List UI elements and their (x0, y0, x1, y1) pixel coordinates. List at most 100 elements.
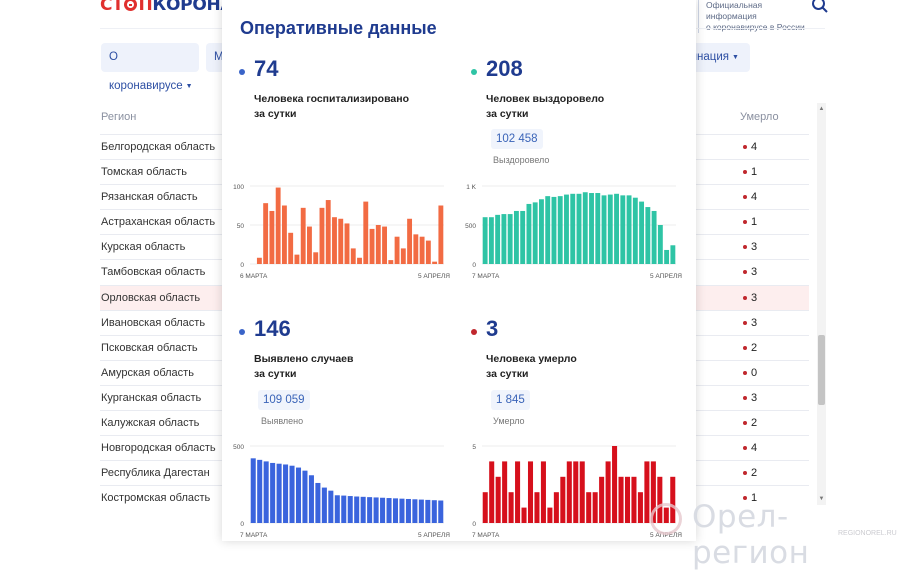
chart-bar (547, 507, 553, 523)
region-name: Томская область (101, 166, 187, 179)
chart-bar (270, 462, 276, 523)
region-name: Курганская область (101, 391, 202, 404)
region-name: Амурская область (101, 366, 194, 379)
y-tick-label: 1 K (466, 184, 476, 191)
chart-bar (380, 497, 386, 523)
chart-bar (328, 490, 334, 523)
region-deaths: 2 (751, 467, 758, 480)
region-deaths: 4 (751, 191, 758, 204)
chart-bar (495, 476, 501, 523)
watermark-logo-icon (650, 503, 682, 535)
official-info-line2: о коронавирусе в России (706, 22, 805, 32)
chart-bar (657, 225, 663, 264)
chart-bar (341, 495, 347, 523)
scrollbar-thumb[interactable] (818, 335, 825, 405)
region-name: Курская область (101, 241, 186, 254)
stat-dot-icon (239, 329, 245, 335)
chart-bar (605, 461, 611, 523)
y-tick-label: 0 (472, 521, 476, 528)
chart-bar (618, 476, 624, 523)
x-end-label: 5 АПРЕЛЯ (650, 273, 682, 280)
deaths-number: 3 (486, 316, 499, 341)
official-info-link[interactable]: Официальная информация о коронавирусе в … (698, 0, 806, 33)
operational-data-modal: Оперативные данные 74 Человека госпитали… (222, 0, 696, 541)
chart-bar (540, 461, 546, 523)
chart-bar (515, 461, 521, 523)
stat-dot-icon (471, 329, 477, 335)
region-deaths: 2 (751, 341, 758, 354)
x-end-label: 5 АПРЕЛЯ (418, 273, 450, 280)
nav-about-coronavirus[interactable]: О коронавирусе ▼ (101, 43, 199, 92)
region-deaths: 1 (751, 216, 758, 229)
chart-bar (513, 210, 519, 264)
table-scrollbar[interactable]: ▲ ▼ (817, 103, 826, 505)
chart-bar (626, 195, 632, 264)
y-tick-label: 5 (472, 444, 476, 451)
x-end-label: 5 АПРЕЛЯ (418, 532, 450, 539)
region-deaths: 2 (751, 417, 758, 430)
chart-bar (256, 257, 262, 264)
chart-bar (425, 499, 431, 523)
chart-bar (392, 498, 399, 523)
chart-bar (394, 236, 400, 264)
deaths-dot-icon (743, 496, 747, 501)
chart-bar (257, 459, 263, 523)
chart-bar (557, 196, 563, 264)
cases-number: 146 (254, 316, 291, 341)
chart-bar (566, 461, 572, 523)
chart-bar (321, 487, 327, 523)
region-deaths: 3 (751, 241, 758, 254)
chart-bar (307, 226, 312, 264)
chart-bar (501, 214, 507, 264)
region-name: Калужская область (101, 417, 200, 430)
chart-bar (582, 192, 588, 264)
chart-bar (534, 492, 540, 523)
scroll-down-arrow-icon[interactable]: ▼ (818, 496, 825, 502)
region-deaths: 3 (751, 391, 758, 404)
chart-bar (624, 476, 631, 523)
region-name: Псковская область (101, 341, 198, 354)
chart-bar (489, 461, 495, 523)
chart-bar (545, 196, 551, 264)
chart-bar (495, 214, 501, 264)
chart-bar (363, 201, 369, 264)
deaths-dot-icon (743, 345, 747, 350)
deaths-dot-icon (743, 170, 747, 175)
table-header-deaths[interactable]: Умерло (740, 111, 779, 123)
chart-bar (357, 257, 362, 264)
chart-bar (670, 476, 676, 523)
deaths-dot-icon (743, 471, 747, 476)
y-tick-label: 0 (240, 521, 244, 528)
region-name: Тамбовская область (101, 266, 206, 279)
chart-bar (432, 261, 438, 264)
deaths-dot-icon (743, 446, 747, 451)
chart-bar (532, 202, 538, 264)
chart-bar (564, 194, 569, 264)
cases-label-line1: Выявлено случаев (254, 353, 354, 365)
chart-bar (551, 196, 557, 264)
chart-bar (651, 210, 657, 264)
chart-bar (431, 500, 437, 523)
scroll-up-arrow-icon[interactable]: ▲ (818, 106, 825, 112)
hospitalized-label-line1: Человека госпитализировано (254, 93, 409, 105)
chart-bar (302, 470, 308, 523)
chart-bar (637, 492, 643, 523)
chart-bar (325, 200, 331, 264)
chart-bar (614, 193, 619, 264)
deaths-dot-icon (743, 145, 747, 149)
chart-bar (520, 210, 526, 264)
chart-bar (502, 461, 508, 523)
chart-bar (332, 217, 337, 264)
chart-bar (294, 254, 300, 264)
region-deaths: 3 (751, 266, 758, 279)
chart-bar (334, 495, 340, 523)
chart-bar (589, 193, 594, 264)
chart-bar (399, 498, 405, 523)
chevron-down-icon: ▼ (732, 54, 739, 61)
chart-bar (599, 476, 605, 523)
chart-bar (632, 197, 638, 264)
search-icon[interactable] (811, 0, 829, 14)
table-header-region[interactable]: Регион (101, 111, 137, 123)
y-tick-label: 0 (472, 262, 476, 269)
logo-text-part1: СТ (100, 0, 124, 15)
